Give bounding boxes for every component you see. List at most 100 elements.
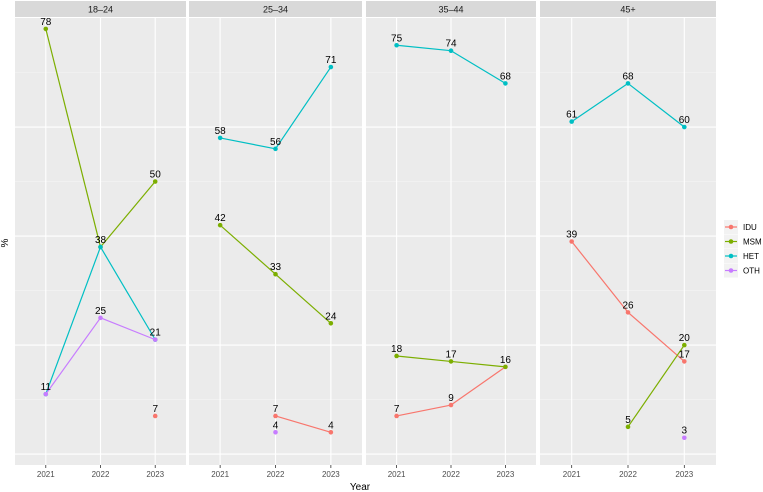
data-label: 68	[500, 71, 512, 82]
data-point-idu	[682, 359, 687, 364]
x-tick-label: 2021	[37, 470, 55, 479]
data-point-het	[569, 119, 574, 124]
data-point-oth	[98, 315, 103, 321]
data-label: 4	[328, 420, 334, 431]
data-point-msm	[448, 359, 454, 364]
x-tick-label: 2022	[442, 470, 460, 479]
series-line-idu	[627, 311, 685, 362]
data-label: 68	[622, 71, 634, 82]
series-line-msm	[45, 28, 102, 248]
data-point-msm	[503, 364, 508, 370]
facet-strip	[189, 1, 362, 17]
legend-item: OTH	[724, 263, 760, 278]
series-line-het	[220, 137, 276, 150]
facet-panel: 18–24 2021 2022 2023 78 38 50 11 25 21 7	[15, 1, 186, 479]
data-point-idu	[152, 413, 158, 419]
data-label: 56	[270, 137, 282, 148]
series-line-het	[396, 44, 452, 52]
data-point-idu	[273, 413, 278, 419]
facet-strip-label: 35–44	[438, 5, 463, 15]
x-tick-label: 2023	[146, 470, 164, 479]
series-line-oth	[45, 317, 101, 395]
data-point-het	[98, 244, 103, 250]
data-label: 42	[215, 213, 227, 224]
series-line-het	[571, 82, 629, 123]
data-point-msm	[394, 353, 399, 359]
data-label: 11	[41, 382, 52, 393]
data-label: 39	[566, 230, 578, 241]
data-label: 17	[679, 349, 691, 360]
data-label: 5	[625, 415, 631, 426]
legend-key-point	[728, 253, 734, 259]
data-point-msm	[273, 271, 278, 277]
facet-strip-label: 45+	[620, 5, 635, 15]
x-tick-label: 2022	[267, 470, 285, 479]
legend-key-point	[728, 224, 734, 230]
data-label: 61	[566, 110, 578, 121]
legend-item: IDU	[724, 220, 757, 234]
data-label: 7	[273, 404, 279, 415]
x-tick-label: 2021	[211, 470, 229, 479]
series-line-oth	[100, 317, 156, 341]
series-line-het	[99, 246, 156, 340]
data-point-msm	[43, 26, 49, 32]
legend-label: HET	[743, 252, 759, 261]
data-point-msm	[682, 342, 687, 348]
data-point-idu	[625, 310, 631, 315]
legend: IDU MSM HET OTH	[724, 220, 762, 278]
data-point-oth	[43, 391, 49, 397]
data-point-het	[625, 81, 631, 86]
series-line-het	[45, 246, 102, 395]
x-tick-label: 2022	[619, 470, 637, 479]
facet-panel: 25–34 2021 2022 2023 58 56 71 42 33 24 7 4 4	[189, 1, 362, 479]
series-line-msm	[100, 181, 156, 248]
series-line-idu	[571, 241, 629, 313]
facet-panel: 45+ 2021 2022 2023 61 68 60 39 26 17 20 5 3	[540, 1, 716, 479]
series-line-msm	[219, 224, 276, 275]
data-label: 60	[679, 115, 691, 126]
data-point-idu	[328, 429, 334, 435]
data-point-oth	[682, 435, 687, 441]
legend-key-point	[728, 268, 734, 273]
legend-label: OTH	[743, 267, 760, 276]
data-point-oth	[152, 337, 158, 342]
legend-item: MSM	[724, 234, 762, 249]
data-label: 3	[682, 426, 688, 437]
series-line-msm	[275, 273, 332, 324]
series-line-idu	[396, 404, 452, 417]
facet-strip	[366, 1, 536, 17]
data-point-het	[273, 146, 278, 152]
data-label: 26	[622, 300, 634, 311]
data-label: 71	[325, 55, 337, 66]
data-label: 24	[325, 311, 337, 322]
series-line-msm	[627, 344, 685, 428]
data-point-idu	[394, 413, 399, 419]
data-label: 21	[150, 328, 162, 339]
x-axis-title: Year	[350, 482, 371, 492]
facet-panel: 35–44 2021 2022 2023 75 74 68 18 17 16 7 9	[366, 1, 536, 479]
data-point-oth	[273, 429, 278, 435]
data-label: 25	[95, 306, 107, 317]
data-label: 9	[448, 393, 454, 404]
data-label: 74	[445, 39, 457, 50]
y-axis-title: %	[0, 238, 11, 247]
data-point-idu	[448, 402, 454, 408]
data-label: 16	[500, 355, 512, 366]
data-label: 58	[215, 126, 227, 137]
data-point-het	[682, 124, 687, 130]
data-label: 38	[95, 235, 107, 246]
facet-strip-label: 18–24	[88, 5, 113, 15]
data-point-msm	[328, 320, 334, 326]
data-point-msm	[217, 222, 223, 228]
data-label: 75	[391, 33, 403, 44]
legend-label: MSM	[743, 238, 762, 247]
series-line-idu	[275, 415, 332, 433]
x-tick-label: 2023	[322, 470, 340, 479]
x-tick-label: 2021	[388, 470, 406, 479]
data-point-het	[394, 42, 399, 48]
series-line-msm	[396, 355, 452, 363]
series-line-het	[450, 50, 506, 84]
x-tick-label: 2023	[675, 470, 693, 479]
